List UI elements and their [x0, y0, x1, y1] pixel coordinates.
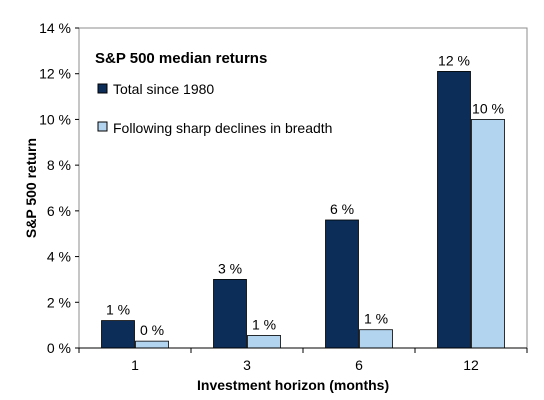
data-label: 1 %: [106, 302, 130, 318]
legend-swatch-total-since-1980: [97, 83, 108, 94]
data-label: 6 %: [330, 201, 354, 217]
y-tick-label: 6 %: [47, 203, 71, 219]
x-tick-label: 3: [243, 357, 251, 373]
y-axis-title: S&P 500 return: [23, 138, 39, 238]
y-tick-label: 4 %: [47, 249, 71, 265]
bar-total-since-1980: [437, 71, 471, 349]
bar-total-since-1980: [213, 279, 247, 349]
bar-following-sharp-declines: [247, 335, 281, 349]
bar-following-sharp-declines: [359, 329, 393, 349]
y-tick-label: 14 %: [39, 20, 71, 36]
data-label: 3 %: [218, 260, 242, 276]
y-tick-label: 10 %: [39, 111, 71, 127]
bar-total-since-1980: [101, 320, 135, 349]
x-tick-label: 6: [355, 357, 363, 373]
data-label: 10 %: [472, 100, 504, 116]
legend-label-following-sharp-declines: Following sharp declines in breadth: [113, 120, 332, 136]
bar-following-sharp-declines: [135, 340, 169, 349]
data-label: 1 %: [252, 316, 276, 332]
legend-swatch-following-sharp-declines: [97, 121, 108, 132]
y-tick-label: 8 %: [47, 157, 71, 173]
x-axis-title: Investment horizon (months): [197, 377, 389, 393]
bar-following-sharp-declines: [471, 119, 505, 349]
data-label: 12 %: [438, 52, 470, 68]
y-tick-label: 12 %: [39, 66, 71, 82]
data-label: 0 %: [140, 322, 164, 338]
x-tick-label: 12: [463, 357, 479, 373]
chart-title: S&P 500 median returns: [95, 50, 267, 67]
legend-label-total-since-1980: Total since 1980: [113, 81, 214, 97]
data-label: 1 %: [364, 311, 388, 327]
x-tick-label: 1: [131, 357, 139, 373]
legend: Total since 1980 Following sharp decline…: [97, 81, 332, 136]
bar-total-since-1980: [325, 219, 359, 349]
y-tick-label: 2 %: [47, 294, 71, 310]
y-tick-label: 0 %: [47, 340, 71, 356]
